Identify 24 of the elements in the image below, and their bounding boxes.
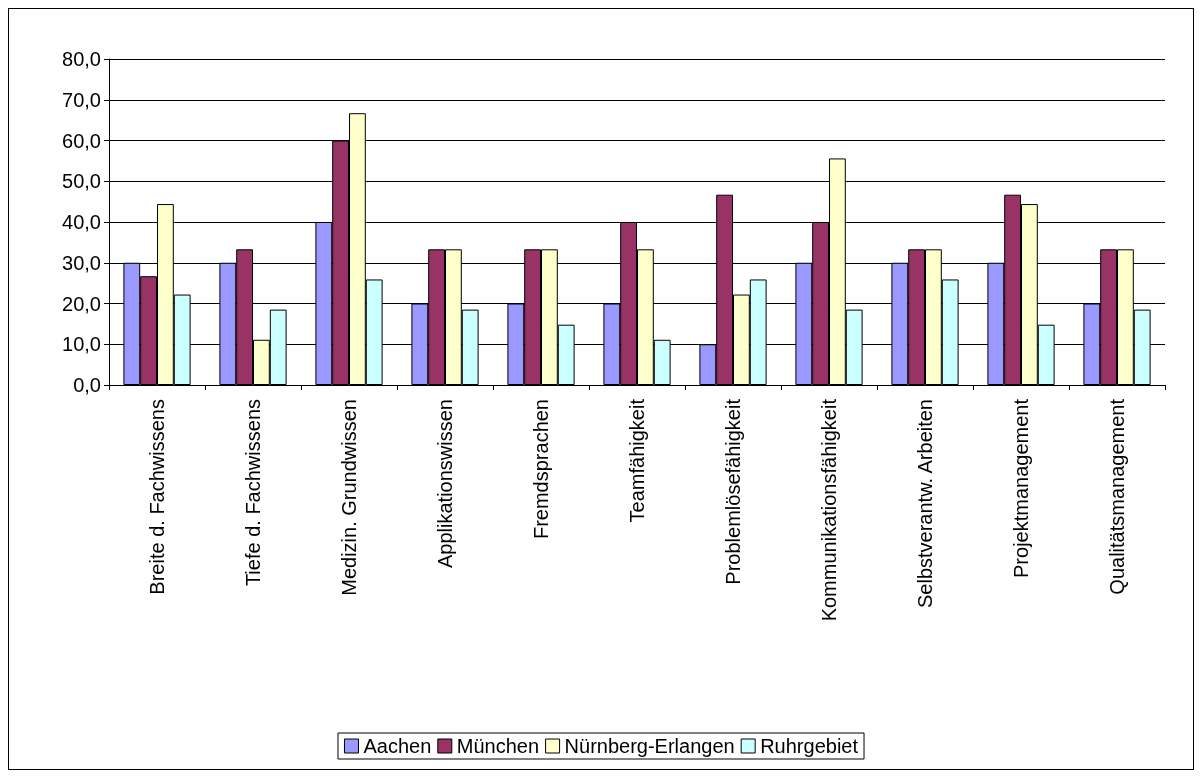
y-tick-label: 30,0 (62, 251, 101, 274)
y-tick-label: 0,0 (73, 374, 101, 396)
y-tick-label: 80,0 (62, 48, 101, 70)
x-tick-label: Fremdsprachen (530, 399, 552, 540)
x-tick-label: Projektmanagement (1010, 398, 1032, 578)
legend-label: Aachen (363, 735, 432, 757)
y-tick-label: 40,0 (62, 211, 101, 233)
legend-label: München (456, 735, 540, 757)
x-tick-label: Medizin. Grundwissen (338, 399, 360, 596)
y-tick-label: 10,0 (62, 333, 101, 356)
x-tick-label: Tiefe d. Fachwissens (242, 399, 264, 587)
x-tick-label: Qualitätsmanagement (1106, 398, 1128, 595)
x-tick-label: Teamfähigkeit (626, 398, 648, 523)
y-tick-label: 60,0 (62, 129, 101, 152)
legend-label: Nürnberg-Erlangen (564, 735, 735, 757)
x-tick-label: Kommunikationsfähigkeit (818, 398, 840, 622)
x-tick-label: Breite d. Fachwissens (146, 399, 168, 595)
y-tick-label: 20,0 (62, 292, 101, 315)
legend-label: Ruhrgebiet (760, 735, 859, 757)
y-tick-label: 50,0 (62, 170, 101, 193)
x-tick-label: Selbstverantw. Arbeiten (914, 399, 936, 609)
x-tick-label: Problemlösefähigkeit (722, 398, 744, 585)
y-tick-label: 70,0 (62, 88, 101, 111)
x-tick-label: Applikationswissen (434, 399, 456, 568)
